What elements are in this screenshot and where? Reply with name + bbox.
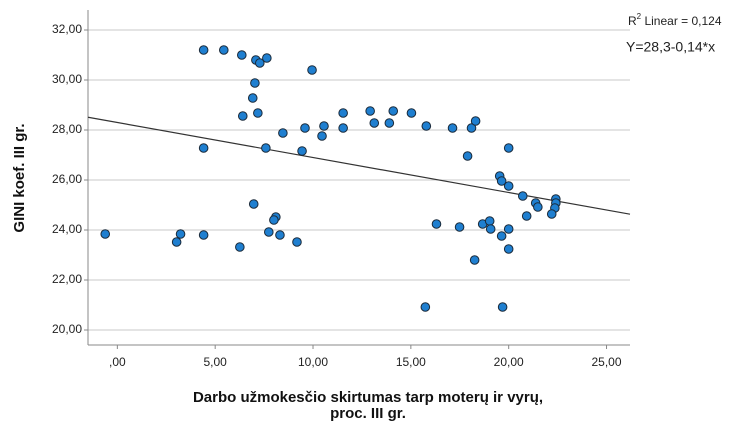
x-tick-label: ,00 [109,355,126,369]
point [269,215,279,225]
point [462,151,473,161]
y-tick-label: 24,00 [52,222,82,236]
point [406,108,417,118]
r-squared: R2 Linear = 0,124 [628,12,722,28]
point [546,209,557,219]
point [235,242,245,252]
point [469,255,480,265]
point [384,118,395,128]
point [236,50,247,60]
point [292,237,302,247]
x-tick-label: 25,00 [592,355,622,369]
point [319,121,329,131]
x-axis-title: proc. III gr. [330,405,406,422]
point [454,222,465,232]
point [300,123,310,133]
point [254,58,265,68]
point [365,106,375,116]
point [253,108,263,118]
point [338,123,348,133]
y-axis-title: GINI koef. III gr. [11,123,28,232]
point [261,143,271,153]
point [263,227,274,237]
point [503,224,514,234]
point [175,229,186,239]
point [485,224,496,234]
fit-line [87,116,631,215]
point [198,143,209,153]
point [307,65,317,75]
point [275,230,285,240]
point [447,123,458,133]
point [248,199,259,209]
x-tick-label: 5,00 [204,355,228,369]
y-tick-label: 20,00 [52,322,82,336]
r-squared-sup: 2 [637,12,642,21]
point [262,53,272,63]
point [338,108,348,118]
point [198,45,209,55]
y-tick-label: 32,00 [52,22,82,36]
x-tick-label: 10,00 [298,355,328,369]
point [503,143,514,153]
point [484,216,495,226]
point [171,237,182,247]
y-tick-label: 30,00 [52,72,82,86]
r-squared-text: Linear = 0,124 [641,14,722,28]
point [297,146,307,156]
point [470,116,481,126]
point [521,211,532,221]
point [466,123,477,133]
point [431,219,442,229]
point [247,93,258,103]
y-tick-label: 26,00 [52,172,82,186]
point [533,202,543,212]
point [317,131,327,141]
y-tick-label: 28,00 [52,122,82,136]
point [496,176,507,186]
y-tick-label: 22,00 [52,272,82,286]
point [496,231,507,241]
point [388,106,399,116]
point [218,45,229,55]
point [369,118,380,128]
point [198,230,209,240]
fit-equation: Y=28,3-0,14*x [626,39,715,55]
x-tick-label: 20,00 [494,355,524,369]
x-tick-label: 15,00 [396,355,426,369]
point [237,111,248,121]
r-squared-r: R [628,14,637,28]
point [278,128,288,138]
point [503,244,514,254]
point [497,302,508,312]
x-axis-title: Darbo užmokesčio skirtumas tarp moterų i… [193,389,543,406]
point [421,121,432,131]
point [517,191,528,201]
point [420,302,431,312]
point [250,78,260,88]
point [100,229,111,239]
point [503,181,514,191]
